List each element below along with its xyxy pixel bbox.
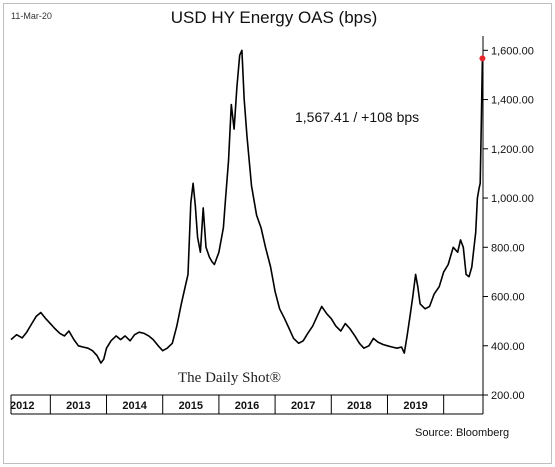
chart-frame: [3, 3, 552, 464]
y-tick-label: 1,200.00: [491, 144, 534, 156]
watermark-logo: The Daily Shot®: [178, 370, 281, 386]
x-tick-label: 2012: [10, 400, 34, 412]
last-value-annotation: 1,567.41 / +108 bps: [295, 109, 419, 125]
last-point-marker: [479, 55, 486, 62]
y-tick-label: 400.00: [491, 341, 525, 353]
y-tick-label: 800.00: [491, 242, 525, 254]
x-tick-label: 2014: [122, 400, 147, 412]
x-tick-label: 2017: [291, 400, 315, 412]
x-tick-label: 2015: [179, 400, 203, 412]
x-tick-label: 2018: [347, 400, 371, 412]
y-axis: 200.00 400.00 600.00 800.00 1,000.00 1,200.00…: [482, 36, 534, 402]
chart-title: USD HY Energy OAS (bps): [171, 8, 378, 27]
x-axis: 2012 2013 2014 2015 2016 2017 2018 2019: [10, 394, 484, 415]
x-tick-label: 2016: [235, 400, 259, 412]
x-tick-label: 2019: [403, 400, 427, 412]
x-tick-label: 2013: [66, 400, 90, 412]
y-tick-label: 200.00: [491, 390, 525, 402]
source-note: Source: Bloomberg: [415, 427, 509, 439]
date-stamp: 11-Mar-20: [11, 11, 52, 21]
y-tick-label: 1,400.00: [491, 95, 534, 107]
series-line: [10, 49, 484, 364]
series-group: [10, 49, 486, 364]
y-tick-label: 1,000.00: [491, 193, 534, 205]
y-tick-label: 1,600.00: [491, 45, 534, 57]
y-tick-label: 600.00: [491, 292, 525, 304]
